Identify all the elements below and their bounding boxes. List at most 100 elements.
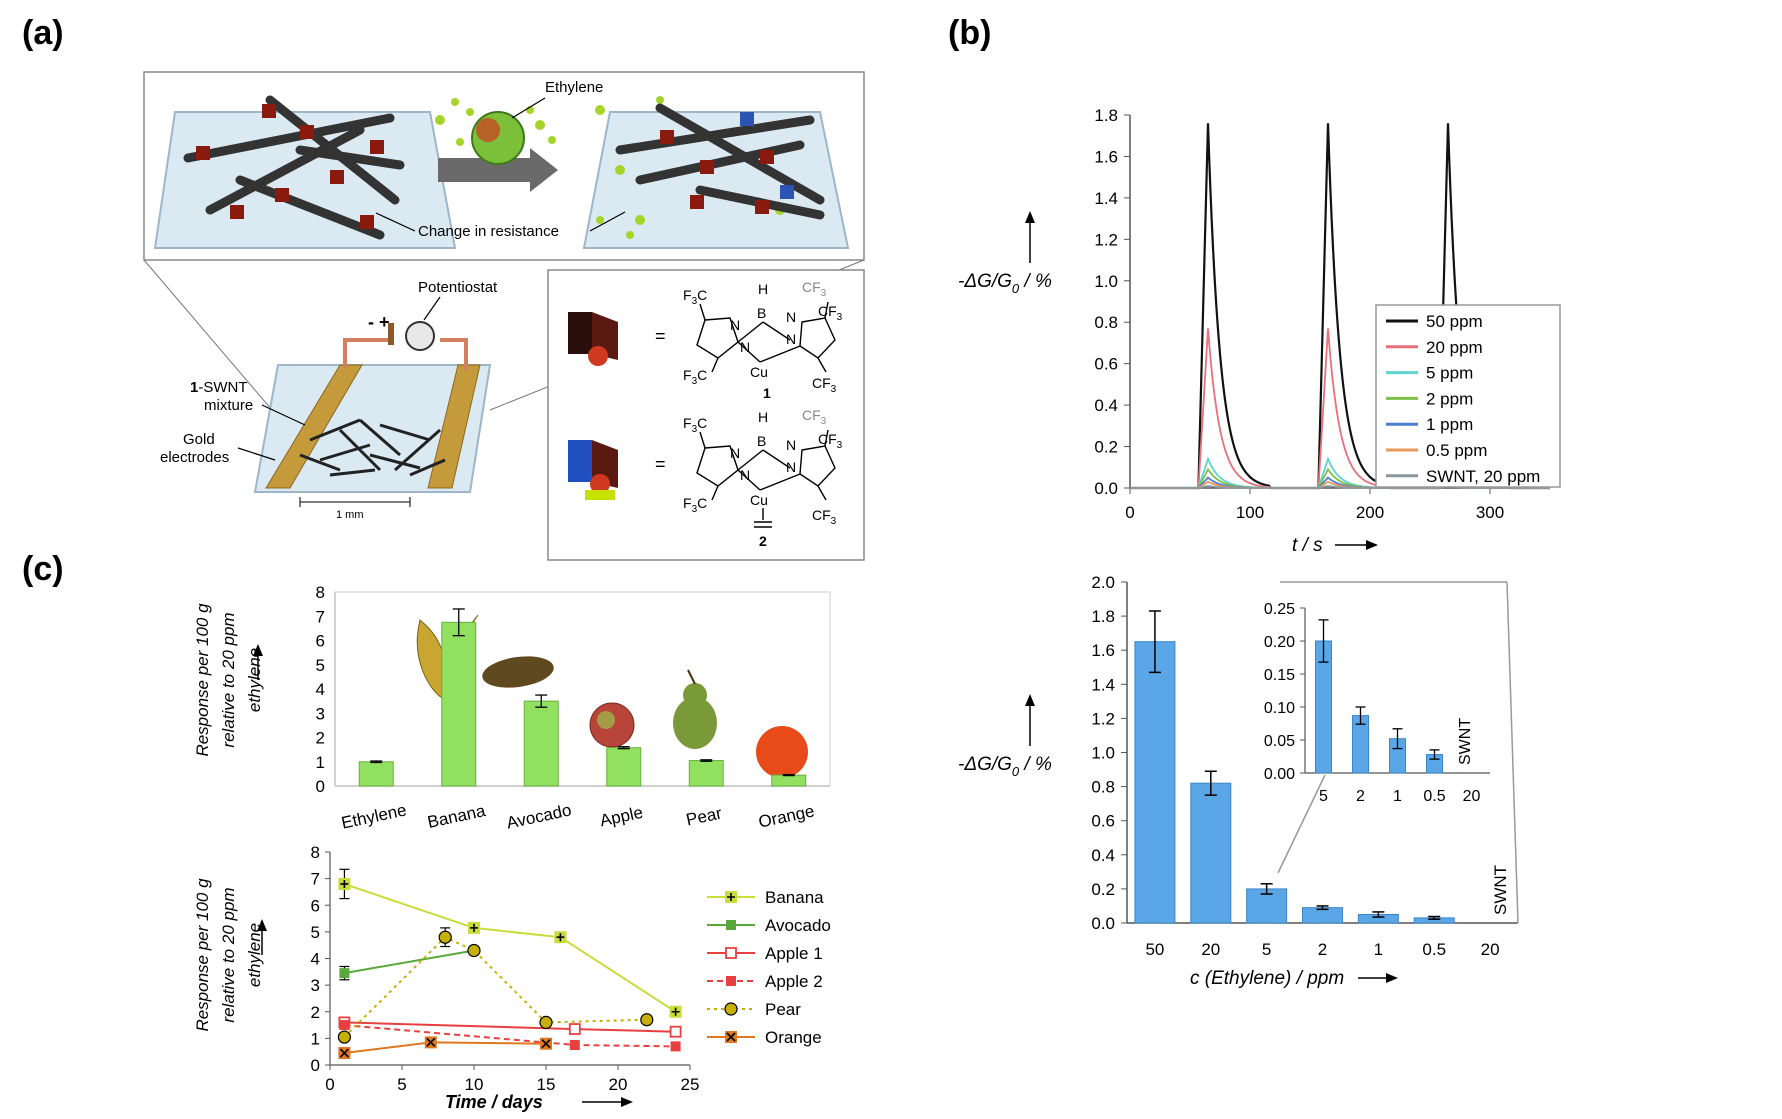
x-tick-label: 300 [1476, 503, 1504, 522]
legend-label: Pear [765, 1000, 801, 1019]
y-tick-label: 5 [316, 656, 325, 675]
svg-text:H: H [758, 409, 768, 425]
y-axis-label-line: ethylene [245, 923, 264, 987]
chart-b-bottom: 0.0 0.2 0.4 0.6 0.8 1.0 1.2 1.4 1.6 1.8 2.0 50 20 5 2… [958, 573, 1519, 989]
receptor-markers-left [196, 104, 384, 229]
data-point [640, 1013, 654, 1027]
svg-text:N: N [786, 437, 796, 453]
y-tick-label: 8 [311, 843, 320, 862]
y-tick-label: 0.4 [1091, 846, 1115, 865]
y-tick-label: 1.0 [1091, 744, 1115, 763]
legend: Banana Avocado Apple 1 Apple 2 Pear Orange [707, 888, 831, 1047]
y-axis-label-line: Response per 100 g [193, 603, 212, 757]
inset-x-tick-label: 0.5 [1423, 788, 1445, 805]
x-tick-label: 0.5 [1422, 940, 1446, 959]
legend-label: Apple 1 [765, 944, 823, 963]
ethylene-label: Ethylene [545, 79, 603, 96]
bar [1134, 641, 1176, 924]
svg-text:CF3: CF3 [802, 279, 827, 299]
equals-sign-2: = [655, 454, 666, 474]
legend-label: 1 ppm [1426, 415, 1473, 434]
svg-text:Cu: Cu [750, 492, 768, 508]
y-tick-label: 1.6 [1091, 641, 1115, 660]
data-point [467, 943, 481, 958]
bar [523, 700, 559, 787]
inset-y-tick-label: 0.00 [1264, 766, 1295, 783]
y-tick-label: 2 [316, 729, 325, 748]
svg-text:N: N [740, 467, 750, 483]
bar [441, 621, 477, 787]
y-axis-label-line: Response per 100 g [193, 878, 212, 1032]
y-axis-label: Response per 100 g relative to 20 ppm ethy… [193, 878, 264, 1032]
series-line-4 [343, 936, 647, 1038]
chart-b-top: 0.0 0.2 0.4 0.6 0.8 1.0 1.2 1.4 1.6 1.8 0 100 200 30… [958, 106, 1561, 556]
data-point-glyph [556, 933, 565, 942]
data-point-glyph [340, 879, 349, 888]
panel-a-figure: Ethylene Change in resistance - + Potent… [143, 71, 865, 561]
data-point-glyph [541, 1039, 551, 1049]
legend: 50 ppm 20 ppm 5 ppm 2 ppm 1 ppm 0.5 ppm SWNT, … [1375, 304, 1561, 488]
potentiostat-label: Potentiostat [418, 279, 498, 296]
y-axis-label: -ΔG/G0 / % [958, 754, 1052, 779]
y-axis-label-line: relative to 20 ppm [219, 887, 238, 1022]
legend-label: 2 ppm [1426, 389, 1473, 408]
y-tick-label: 1.2 [1091, 709, 1115, 728]
data-point [568, 1023, 581, 1035]
data-point-glyph [339, 1048, 349, 1058]
svg-text:N: N [730, 317, 740, 333]
molecule-2-labels: F3C F3C H B N N N N Cu CF3 CF3 CF3 2 [683, 407, 843, 549]
svg-text:CF3: CF3 [818, 431, 843, 451]
svg-text:N: N [786, 459, 796, 475]
data-point [339, 968, 350, 979]
bar [1246, 888, 1288, 924]
inset-x-tick-label: 20 [1463, 788, 1481, 805]
panel-label-c: (c) [22, 550, 64, 588]
bar [688, 760, 724, 787]
y-tick-label: 1.2 [1094, 230, 1118, 249]
legend-marker-glyph [727, 893, 735, 901]
y-tick-label: 0.2 [1091, 880, 1115, 899]
avocado-picture [482, 656, 554, 688]
svg-text:H: H [758, 281, 768, 297]
y-tick-label: 0.2 [1094, 438, 1118, 457]
series-line-2 [344, 1021, 676, 1033]
y-tick-label: 4 [311, 950, 320, 969]
x-tick-label: 20 [609, 1075, 628, 1094]
inset-y-tick-label: 0.05 [1264, 733, 1295, 750]
y-tick-label: 1 [316, 753, 325, 772]
molecule-1-structure [696, 301, 836, 373]
x-tick-label: 25 [681, 1075, 700, 1094]
y-axis-label: Response per 100 g relative to 20 ppm ethy… [193, 603, 264, 757]
svg-text:F3C: F3C [683, 415, 707, 435]
molecule-2-structure [696, 429, 836, 528]
y-tick-label: 1.0 [1094, 272, 1118, 291]
gold-electrode-left [265, 364, 363, 489]
data-point [339, 1020, 350, 1031]
swnt-mixture-film [299, 418, 446, 477]
bar [606, 747, 642, 787]
x-tick-label: 5 [397, 1075, 406, 1094]
y-tick-label: 4 [316, 680, 325, 699]
bar [771, 774, 807, 787]
compound-2-number: 2 [759, 533, 767, 549]
inset-x-tick-label: 1 [1393, 788, 1402, 805]
x-tick-label: 15 [537, 1075, 556, 1094]
legend-box [1375, 304, 1561, 488]
legend-label: 20 ppm [1426, 338, 1483, 357]
x-tick-label: Avocado [505, 800, 573, 832]
inset-swnt-label: SWNT [1457, 718, 1474, 765]
data-point-glyph [671, 1007, 680, 1016]
x-tick-label: 20 [1201, 940, 1220, 959]
complex-2-icon [568, 440, 618, 500]
y-tick-label: 0.4 [1094, 396, 1118, 415]
swnt-label: SWNT [1491, 865, 1510, 915]
svg-text:CF3: CF3 [812, 507, 837, 527]
svg-text:N: N [730, 445, 740, 461]
x-tick-label: 5 [1262, 940, 1271, 959]
legend-marker-glyph [726, 1032, 736, 1042]
series-line-6 [1130, 484, 1550, 489]
x-axis-label: t / s [1292, 535, 1323, 556]
x-tick-label: 20 [1481, 940, 1500, 959]
polarity-label: - + [368, 312, 390, 332]
y-tick-label: 0.8 [1094, 313, 1118, 332]
